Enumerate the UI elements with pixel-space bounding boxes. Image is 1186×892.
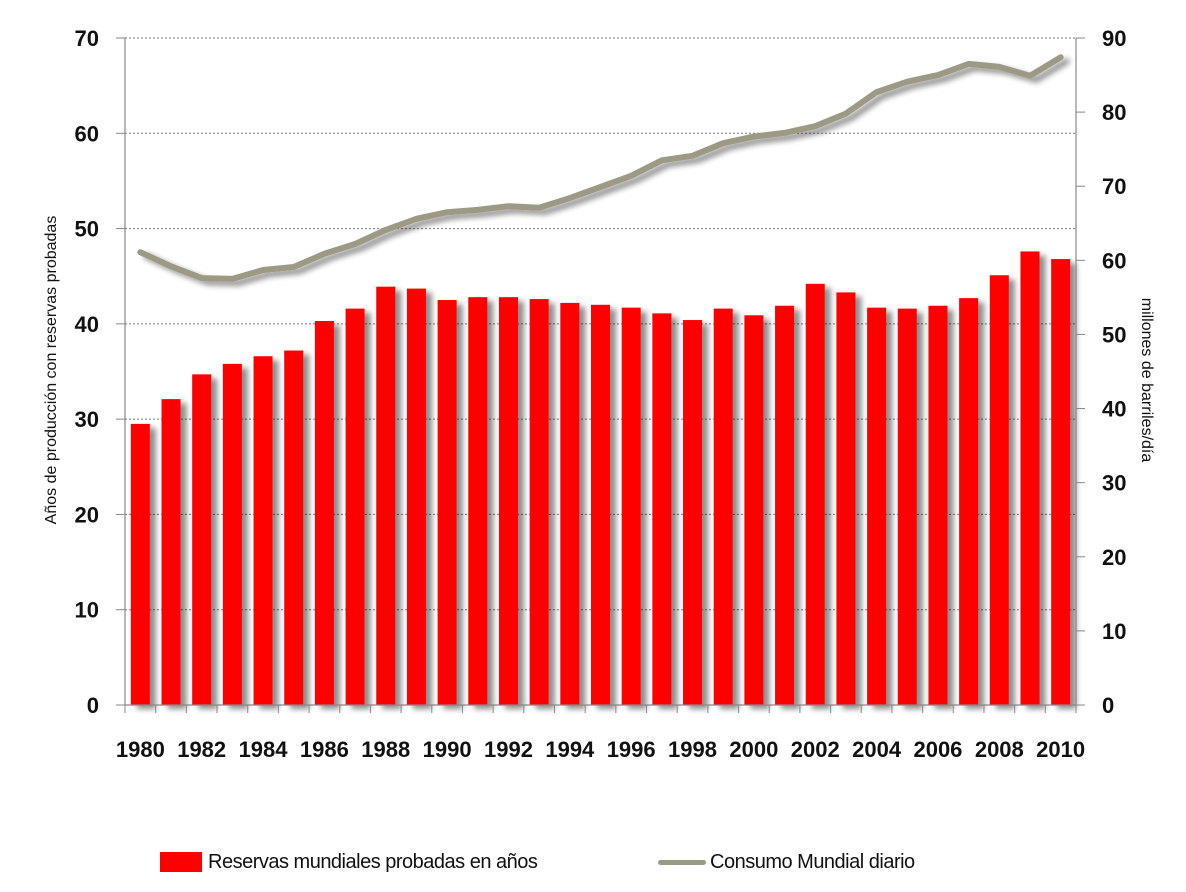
bar-1997 [652, 313, 672, 705]
legend-swatch-line [658, 859, 706, 865]
y2-tick-label: 0 [1102, 693, 1114, 718]
x-tick-label: 1998 [668, 737, 717, 762]
legend-swatch-bar [160, 852, 202, 872]
y2-tick-label: 80 [1102, 100, 1126, 125]
y-tick-label: 30 [75, 407, 99, 432]
legend-item-consumo: Consumo Mundial diario [658, 847, 915, 877]
bar-2009 [1020, 251, 1040, 705]
y2-tick-label: 60 [1102, 248, 1126, 273]
y2-tick-label: 10 [1102, 619, 1126, 644]
y2-tick-label: 20 [1102, 545, 1126, 570]
bar-2006 [928, 305, 948, 705]
bar-1995 [590, 304, 611, 705]
gridlines [125, 37, 1076, 611]
x-tick-label: 1986 [300, 737, 349, 762]
x-tick-label: 2002 [791, 737, 840, 762]
y-tick-label: 50 [75, 217, 99, 242]
bar-1982 [192, 374, 212, 705]
bar-2003 [836, 292, 856, 705]
bar-2008 [989, 275, 1009, 705]
bar-2002 [805, 283, 825, 705]
bar-1992 [498, 297, 518, 705]
tick-labels: 0 10 20 30 40 50 60 70 0 10 20 30 40 50 60 70 80 90 1980 19… [75, 26, 1127, 762]
bar-1986 [314, 320, 334, 705]
x-tick-label: 1994 [545, 737, 595, 762]
line-series [137, 54, 1064, 282]
y2-tick-label: 30 [1102, 471, 1126, 496]
bar-2007 [959, 298, 979, 705]
axes [116, 37, 1085, 713]
bar-2000 [744, 315, 764, 705]
x-tick-label: 1982 [177, 737, 226, 762]
bar-1994 [560, 302, 580, 705]
x-tick-label: 2000 [729, 737, 778, 762]
x-tick-label: 1992 [484, 737, 533, 762]
line-consumo [137, 54, 1064, 282]
x-tick-label: 1980 [116, 737, 165, 762]
bar-1983 [222, 363, 242, 705]
y-tick-label: 20 [75, 502, 99, 527]
legend-label-reservas: Reservas mundiales probadas en años [208, 850, 538, 873]
y-tick-label: 40 [75, 312, 99, 337]
bar-1981 [161, 399, 181, 705]
x-tick-label: 2008 [975, 737, 1024, 762]
bar-1988 [376, 286, 396, 705]
x-tick-label: 1990 [423, 737, 472, 762]
bar-1996 [621, 307, 641, 705]
bar-1991 [468, 297, 488, 705]
bar-series [130, 251, 1071, 705]
bar-1990 [437, 300, 457, 705]
bar-2001 [775, 305, 795, 705]
x-tick-label: 1996 [607, 737, 656, 762]
bar-1993 [529, 299, 549, 705]
x-tick-label: 2006 [913, 737, 962, 762]
x-tick-label: 1988 [361, 737, 410, 762]
y2-tick-label: 50 [1102, 322, 1126, 347]
y2-tick-label: 90 [1102, 26, 1126, 51]
legend-item-reservas: Reservas mundiales probadas en años [160, 847, 538, 877]
y-tick-label: 10 [75, 598, 99, 623]
bar-2004 [867, 307, 887, 705]
bar-1985 [284, 350, 304, 705]
y-axis-title: Años de producción con reservas probadas [43, 216, 60, 525]
y2-tick-label: 40 [1102, 397, 1126, 422]
bar-1998 [683, 320, 703, 705]
bar-1984 [253, 356, 273, 705]
bar-1989 [406, 288, 426, 705]
x-tick-label: 1984 [239, 737, 289, 762]
bar-1980 [130, 423, 150, 705]
bar-2005 [897, 308, 917, 705]
y2-axis-title: millones de barriles/día [1138, 298, 1155, 463]
y-tick-label: 60 [75, 121, 99, 146]
bar-1999 [713, 308, 733, 705]
y2-tick-label: 70 [1102, 174, 1126, 199]
legend-label-consumo: Consumo Mundial diario [710, 850, 915, 873]
y-tick-label: 0 [87, 693, 99, 718]
bar-1987 [345, 308, 365, 705]
y-tick-label: 70 [75, 26, 99, 51]
bar-2010 [1051, 259, 1071, 705]
x-tick-label: 2004 [852, 737, 902, 762]
x-tick-label: 2010 [1036, 737, 1085, 762]
